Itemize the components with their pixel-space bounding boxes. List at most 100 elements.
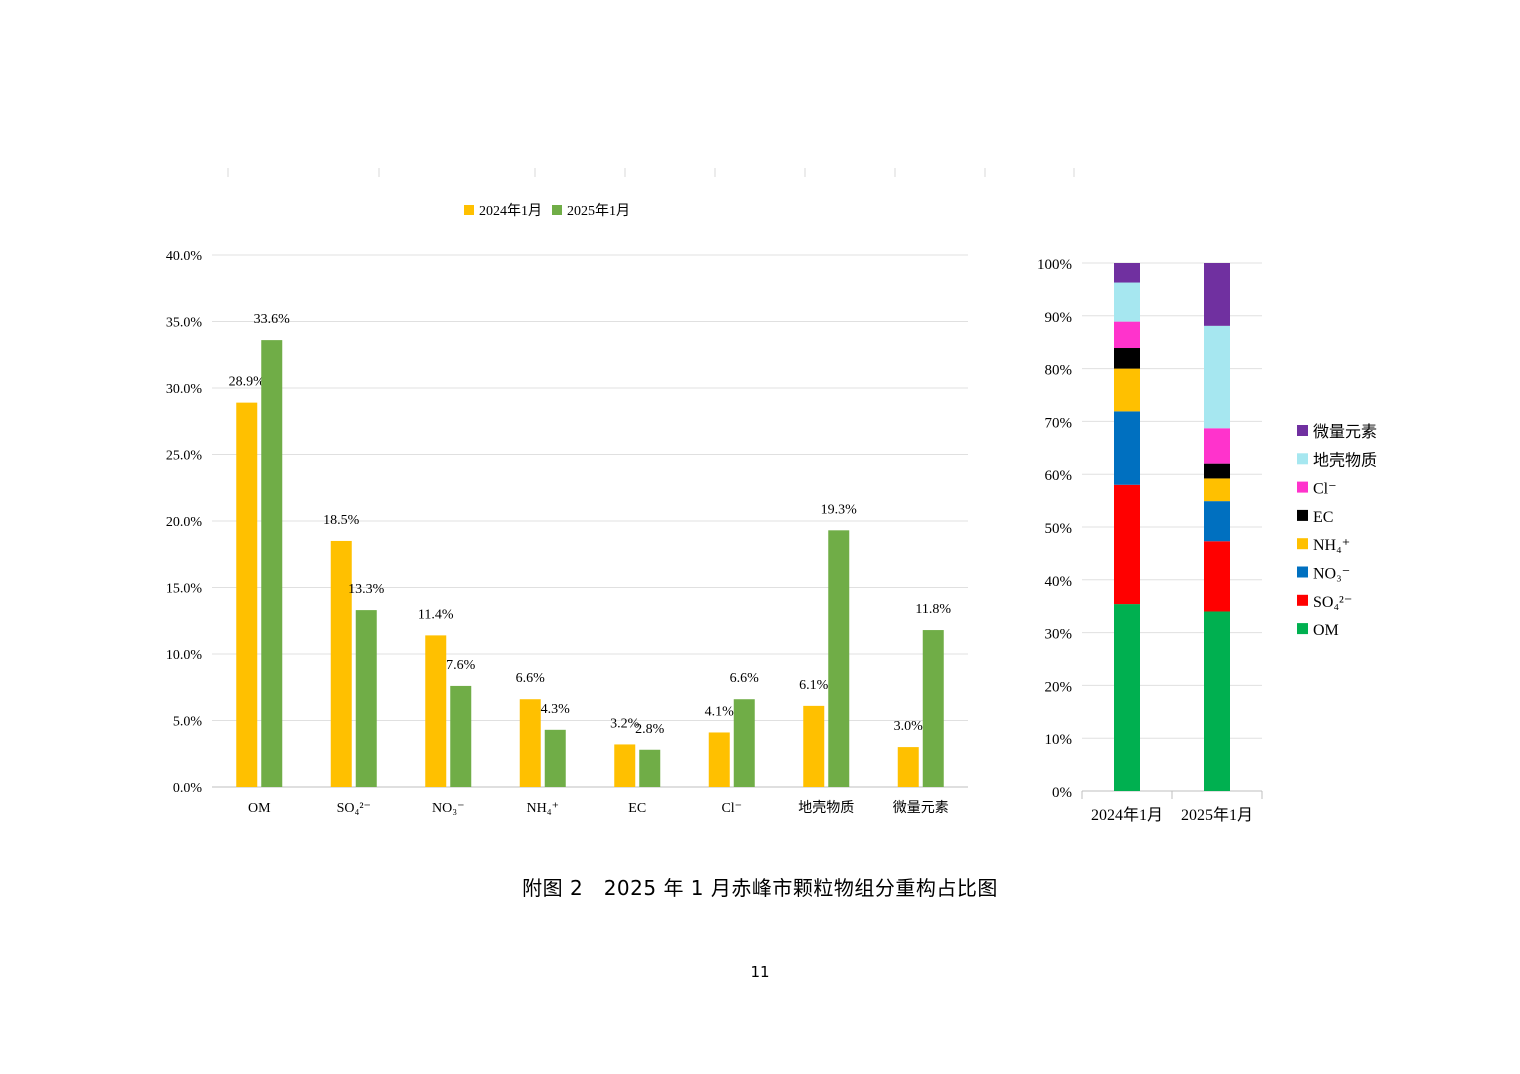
y-tick-label: 0% xyxy=(1052,785,1072,801)
bar xyxy=(897,747,919,787)
bar xyxy=(519,699,541,787)
x-tick-label: SO₄²⁻ xyxy=(337,801,371,816)
legend-label: Cl⁻ xyxy=(1313,481,1337,498)
bar xyxy=(733,699,755,787)
data-label: 19.3% xyxy=(821,502,858,517)
bar xyxy=(614,744,636,787)
legend-swatch xyxy=(464,205,474,215)
legend-swatch xyxy=(1297,566,1308,578)
y-tick-label: 90% xyxy=(1045,310,1073,326)
data-label: 13.3% xyxy=(348,582,385,597)
stacked-segment xyxy=(1114,263,1140,283)
legend-label: 2024年1月 xyxy=(479,203,542,219)
x-tick-label: NO₃⁻ xyxy=(432,801,465,816)
legend-label: OM xyxy=(1313,622,1339,639)
x-tick-label: 微量元素 xyxy=(893,800,949,816)
legend-label: SO₄²⁻ xyxy=(1313,594,1352,611)
bar xyxy=(544,729,566,787)
legend-swatch xyxy=(1297,538,1308,550)
stacked-segment xyxy=(1204,463,1230,479)
stacked-segment xyxy=(1114,282,1140,322)
y-tick-label: 35.0% xyxy=(166,316,203,331)
data-label: 18.5% xyxy=(323,513,360,528)
stacked-segment xyxy=(1204,541,1230,612)
stacked-segment xyxy=(1204,325,1230,429)
x-tick-label: EC xyxy=(628,801,646,816)
y-tick-label: 100% xyxy=(1037,257,1072,273)
legend-label: EC xyxy=(1313,509,1333,526)
y-tick-label: 20% xyxy=(1045,679,1073,695)
data-label: 6.6% xyxy=(730,671,760,686)
x-tick-label: Cl⁻ xyxy=(721,801,742,816)
x-tick-label: NH₄⁺ xyxy=(527,801,560,816)
y-tick-label: 70% xyxy=(1045,415,1073,431)
data-label: 2.8% xyxy=(635,722,665,737)
legend-swatch xyxy=(1297,481,1308,493)
legend-label: 微量元素 xyxy=(1313,423,1377,441)
data-label: 28.9% xyxy=(229,375,266,390)
data-label: 4.1% xyxy=(705,704,735,719)
stacked-segment xyxy=(1204,501,1230,542)
x-tick-label: 地壳物质 xyxy=(798,799,854,816)
stacked-segment xyxy=(1114,348,1140,369)
data-label: 3.2% xyxy=(610,716,640,731)
y-tick-label: 50% xyxy=(1045,521,1073,537)
data-label: 6.6% xyxy=(516,671,546,686)
page-number: 11 xyxy=(750,963,770,981)
y-tick-label: 0.0% xyxy=(173,781,203,796)
bar xyxy=(708,732,730,787)
bar xyxy=(828,530,850,787)
stacked-segment xyxy=(1204,428,1230,464)
data-label: 11.8% xyxy=(915,602,951,617)
bar xyxy=(425,635,447,787)
y-tick-label: 25.0% xyxy=(166,449,203,464)
bar xyxy=(355,610,377,787)
x-tick-label: 2025年1月 xyxy=(1181,806,1253,824)
x-tick-label: OM xyxy=(248,801,271,816)
bar xyxy=(261,340,283,787)
legend-swatch xyxy=(552,205,562,215)
legend-swatch xyxy=(1297,453,1308,465)
y-tick-label: 40.0% xyxy=(166,249,203,264)
data-label: 7.6% xyxy=(446,658,476,673)
legend-swatch xyxy=(1297,425,1308,436)
y-tick-label: 20.0% xyxy=(166,515,203,530)
legend-swatch xyxy=(1297,509,1308,521)
y-tick-label: 15.0% xyxy=(166,582,203,597)
y-tick-label: 80% xyxy=(1045,363,1073,379)
y-tick-label: 60% xyxy=(1045,468,1073,484)
legend-swatch xyxy=(1297,594,1308,606)
stacked-segment xyxy=(1114,604,1140,791)
bar xyxy=(639,749,661,787)
x-tick-label: 2024年1月 xyxy=(1091,806,1163,824)
legend-swatch xyxy=(1297,623,1308,635)
bar xyxy=(803,705,825,787)
data-label: 4.3% xyxy=(541,702,571,717)
bar xyxy=(330,540,352,787)
legend-label: NH₄⁺ xyxy=(1313,537,1350,554)
stacked-bar-chart: 0% 10% 20% 30% 40% 50% 60% 70% 80% 90% 100% 2024年1月… xyxy=(1037,257,1377,824)
stacked-segment xyxy=(1204,478,1230,502)
stacked-segment xyxy=(1114,368,1140,412)
figure-caption: 附图 2 2025 年 1 月赤峰市颗粒物组分重构占比图 xyxy=(522,876,998,900)
y-tick-label: 10.0% xyxy=(166,648,203,663)
stacked-segment xyxy=(1114,484,1140,605)
legend-label: NO₃⁻ xyxy=(1313,566,1350,583)
bar xyxy=(922,630,944,787)
data-label: 11.4% xyxy=(418,607,454,622)
stacked-segment xyxy=(1114,321,1140,349)
legend-label: 2025年1月 xyxy=(567,203,630,219)
data-label: 33.6% xyxy=(254,312,291,327)
bar xyxy=(450,685,472,787)
bar xyxy=(236,402,258,787)
data-label: 3.0% xyxy=(894,719,924,734)
y-tick-label: 30.0% xyxy=(166,382,203,397)
stacked-segment xyxy=(1204,263,1230,326)
y-tick-label: 10% xyxy=(1045,732,1073,748)
grouped-bar-chart: 0.0% 5.0% 10.0% 15.0% 20.0% 25.0% 30.0% 35.0% 40… xyxy=(166,203,968,816)
legend-label: 地壳物质 xyxy=(1313,451,1377,469)
data-label: 6.1% xyxy=(799,678,829,693)
stacked-segment xyxy=(1114,411,1140,485)
stacked-segment xyxy=(1204,611,1230,791)
